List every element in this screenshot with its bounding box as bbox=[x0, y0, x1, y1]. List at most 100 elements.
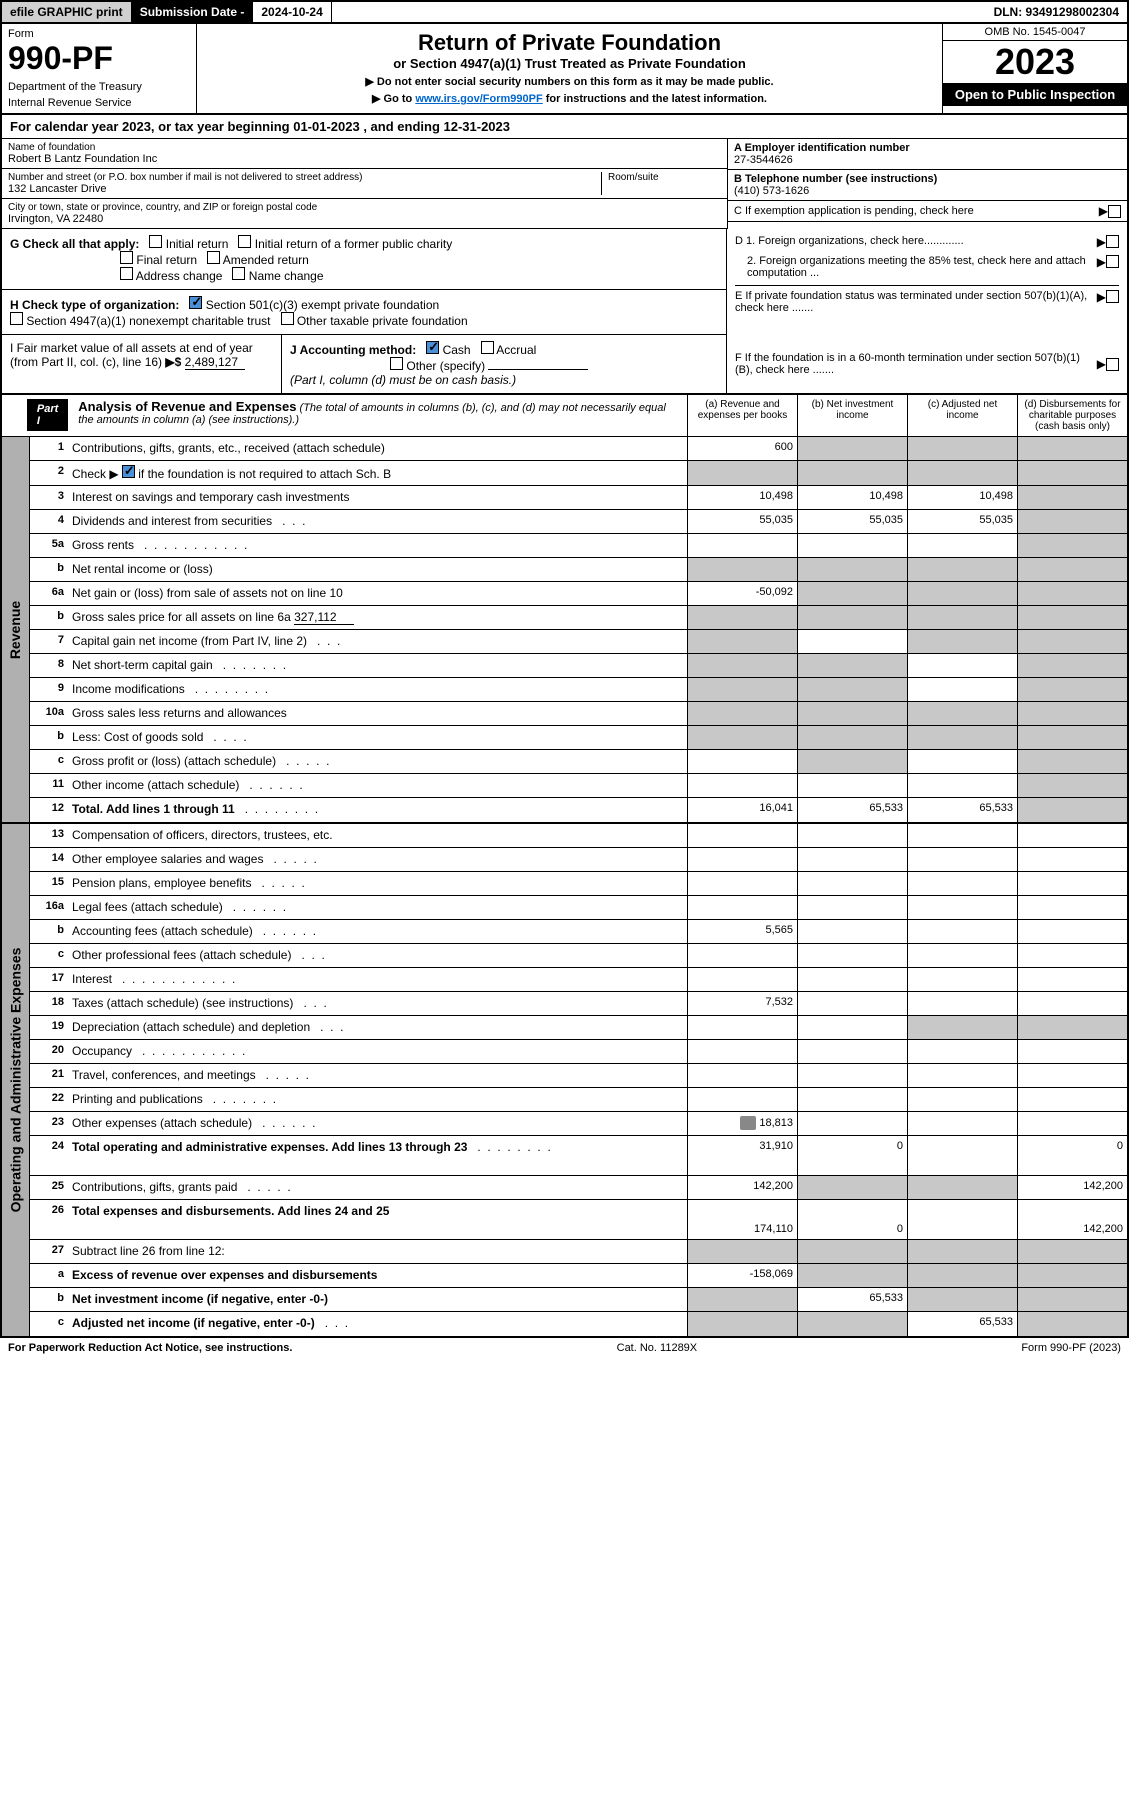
line-7: Capital gain net income (from Part IV, l… bbox=[68, 630, 687, 653]
section-f: F If the foundation is in a 60-month ter… bbox=[735, 352, 1097, 376]
instruction-1: ▶ Do not enter social security numbers o… bbox=[203, 75, 936, 88]
line-6b: Gross sales price for all assets on line… bbox=[68, 606, 687, 629]
name-change-checkbox[interactable] bbox=[232, 267, 245, 280]
d2-checkbox[interactable] bbox=[1106, 255, 1119, 268]
schb-checkbox[interactable] bbox=[122, 465, 135, 478]
col-b-header: (b) Net investment income bbox=[797, 395, 907, 436]
line-2: Check ▶ if the foundation is not require… bbox=[68, 461, 687, 485]
line-9: Income modifications . . . . . . . . bbox=[68, 678, 687, 701]
line-22: Printing and publications . . . . . . . bbox=[68, 1088, 687, 1111]
efile-button[interactable]: efile GRAPHIC print bbox=[2, 2, 132, 22]
ein-label: A Employer identification number bbox=[734, 142, 1121, 154]
cat-number: Cat. No. 11289X bbox=[617, 1342, 698, 1354]
initial-return-checkbox[interactable] bbox=[149, 235, 162, 248]
line-17: Interest . . . . . . . . . . . . bbox=[68, 968, 687, 991]
501c3-checkbox[interactable] bbox=[189, 296, 202, 309]
line-11: Other income (attach schedule) . . . . .… bbox=[68, 774, 687, 797]
line-15: Pension plans, employee benefits . . . .… bbox=[68, 872, 687, 895]
irs-link[interactable]: www.irs.gov/Form990PF bbox=[415, 93, 542, 105]
line-27a: Excess of revenue over expenses and disb… bbox=[68, 1264, 687, 1287]
line-8: Net short-term capital gain . . . . . . … bbox=[68, 654, 687, 677]
form-label: Form bbox=[8, 28, 190, 40]
section-i-f: I Fair market value of all assets at end… bbox=[0, 335, 1129, 395]
line-19: Depreciation (attach schedule) and deple… bbox=[68, 1016, 687, 1039]
street-address: 132 Lancaster Drive bbox=[8, 183, 601, 195]
ein-value: 27-3544626 bbox=[734, 154, 1121, 166]
instruction-2: ▶ Go to www.irs.gov/Form990PF for instru… bbox=[203, 92, 936, 105]
expenses-section: Operating and Administrative Expenses 13… bbox=[0, 824, 1129, 1338]
open-to-public: Open to Public Inspection bbox=[943, 83, 1127, 106]
calendar-year: For calendar year 2023, or tax year begi… bbox=[0, 115, 1129, 139]
page-footer: For Paperwork Reduction Act Notice, see … bbox=[0, 1338, 1129, 1358]
line-6a: Net gain or (loss) from sale of assets n… bbox=[68, 582, 687, 605]
line-24: Total operating and administrative expen… bbox=[68, 1136, 687, 1175]
cash-checkbox[interactable] bbox=[426, 341, 439, 354]
foundation-name: Robert B Lantz Foundation Inc bbox=[8, 153, 721, 165]
part1-title: Analysis of Revenue and Expenses bbox=[78, 399, 296, 414]
line-27c: Adjusted net income (if negative, enter … bbox=[68, 1312, 687, 1336]
dept-treasury: Department of the Treasury bbox=[8, 81, 190, 93]
tax-year: 2023 bbox=[943, 41, 1127, 83]
section-h-label: H Check type of organization: bbox=[10, 298, 179, 312]
phone-value: (410) 573-1626 bbox=[734, 185, 1121, 197]
line-20: Occupancy . . . . . . . . . . . bbox=[68, 1040, 687, 1063]
d1-checkbox[interactable] bbox=[1106, 235, 1119, 248]
line-16b: Accounting fees (attach schedule) . . . … bbox=[68, 920, 687, 943]
4947a1-checkbox[interactable] bbox=[10, 312, 23, 325]
line-21: Travel, conferences, and meetings . . . … bbox=[68, 1064, 687, 1087]
part1-header-row: Part I Analysis of Revenue and Expenses … bbox=[0, 395, 1129, 437]
phone-label: B Telephone number (see instructions) bbox=[734, 173, 1121, 185]
form-number: 990-PF bbox=[8, 40, 190, 77]
line-27: Subtract line 26 from line 12: bbox=[68, 1240, 687, 1263]
section-d2: 2. Foreign organizations meeting the 85%… bbox=[735, 255, 1097, 279]
top-bar: efile GRAPHIC print Submission Date - 20… bbox=[0, 0, 1129, 24]
section-g-d: G Check all that apply: Initial return I… bbox=[0, 229, 1129, 335]
other-taxable-checkbox[interactable] bbox=[281, 312, 294, 325]
f-checkbox[interactable] bbox=[1106, 358, 1119, 371]
other-method-checkbox[interactable] bbox=[390, 357, 403, 370]
city-state-zip: Irvington, VA 22480 bbox=[8, 213, 721, 225]
dln: DLN: 93491298002304 bbox=[986, 2, 1127, 22]
address-change-checkbox[interactable] bbox=[120, 267, 133, 280]
section-c-checkbox[interactable] bbox=[1108, 205, 1121, 218]
part1-badge: Part I bbox=[27, 399, 68, 431]
form-ref: Form 990-PF (2023) bbox=[1021, 1342, 1121, 1354]
col-c-header: (c) Adjusted net income bbox=[907, 395, 1017, 436]
attachment-icon[interactable] bbox=[740, 1116, 756, 1130]
line-27b: Net investment income (if negative, ente… bbox=[68, 1288, 687, 1311]
line-13: Compensation of officers, directors, tru… bbox=[68, 824, 687, 847]
line-16a: Legal fees (attach schedule) . . . . . . bbox=[68, 896, 687, 919]
e-checkbox[interactable] bbox=[1106, 290, 1119, 303]
section-e: E If private foundation status was termi… bbox=[735, 290, 1097, 314]
line-16c: Other professional fees (attach schedule… bbox=[68, 944, 687, 967]
city-label: City or town, state or province, country… bbox=[8, 202, 721, 213]
fmv-value: 2,489,127 bbox=[185, 355, 245, 370]
line-5b: Net rental income or (loss) bbox=[68, 558, 687, 581]
line-26: Total expenses and disbursements. Add li… bbox=[68, 1200, 687, 1239]
section-d1: D 1. Foreign organizations, check here..… bbox=[735, 235, 1097, 249]
line-12: Total. Add lines 1 through 11 . . . . . … bbox=[68, 798, 687, 822]
final-return-checkbox[interactable] bbox=[120, 251, 133, 264]
accrual-checkbox[interactable] bbox=[481, 341, 494, 354]
foundation-info: Name of foundation Robert B Lantz Founda… bbox=[0, 139, 1129, 229]
revenue-section: Revenue 1Contributions, gifts, grants, e… bbox=[0, 437, 1129, 824]
section-g-label: G Check all that apply: bbox=[10, 237, 139, 251]
paperwork-notice: For Paperwork Reduction Act Notice, see … bbox=[8, 1342, 292, 1354]
line-5a: Gross rents . . . . . . . . . . . bbox=[68, 534, 687, 557]
form-header: Form 990-PF Department of the Treasury I… bbox=[0, 24, 1129, 115]
initial-public-checkbox[interactable] bbox=[238, 235, 251, 248]
line-25: Contributions, gifts, grants paid . . . … bbox=[68, 1176, 687, 1199]
room-label: Room/suite bbox=[608, 172, 721, 183]
amended-return-checkbox[interactable] bbox=[207, 251, 220, 264]
omb-number: OMB No. 1545-0047 bbox=[943, 24, 1127, 41]
line-4: Dividends and interest from securities .… bbox=[68, 510, 687, 533]
line-14: Other employee salaries and wages . . . … bbox=[68, 848, 687, 871]
line-10b: Less: Cost of goods sold . . . . bbox=[68, 726, 687, 749]
col-d-header: (d) Disbursements for charitable purpose… bbox=[1017, 395, 1127, 436]
form-subtitle: or Section 4947(a)(1) Trust Treated as P… bbox=[203, 56, 936, 71]
dept-irs: Internal Revenue Service bbox=[8, 97, 190, 109]
line-10c: Gross profit or (loss) (attach schedule)… bbox=[68, 750, 687, 773]
line-3: Interest on savings and temporary cash i… bbox=[68, 486, 687, 509]
section-j-label: J Accounting method: bbox=[290, 343, 416, 357]
form-title: Return of Private Foundation bbox=[203, 30, 936, 56]
